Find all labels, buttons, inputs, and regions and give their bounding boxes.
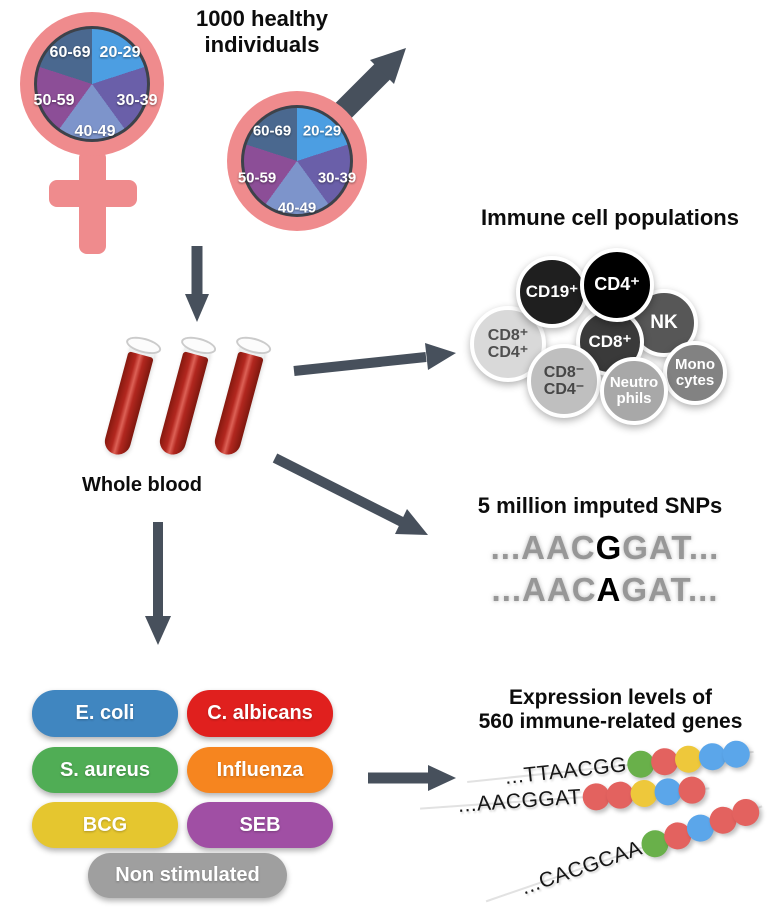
stimulus-bcg: BCG (32, 802, 178, 848)
blood-fill (211, 351, 264, 458)
snp-seq-pre: ...AAC (490, 529, 596, 566)
expression-dot-red (677, 775, 706, 805)
age-slice-label: 40-49 (74, 123, 116, 140)
cell-cd19pos: CD19⁺ (516, 256, 588, 328)
stimulus-s-aureus: S. aureus (32, 747, 178, 793)
cohort-title-line1: 1000 healthy (195, 6, 329, 31)
snp-seq-pre: ...AAC (491, 571, 597, 608)
stimulus-non-stimulated: Non stimulated (88, 853, 287, 898)
stimulus-label: C. albicans (207, 702, 313, 724)
age-slice-label: 50-59 (237, 169, 277, 187)
blood-fill (156, 351, 209, 458)
cell-cd8neg-cd4neg: CD8⁻ CD4⁻ (527, 344, 601, 418)
cohort-title: 1000 healthy individuals (162, 6, 362, 58)
cell-label: CD4⁻ (543, 381, 585, 398)
expression-heading-line2: 560 immune-related genes (478, 710, 743, 733)
arrow-blood-to-cells (293, 343, 456, 376)
male-symbol-icon: 20-29 30-39 40-49 50-59 60-69 (227, 91, 367, 231)
cell-label: CD8⁻ (543, 363, 585, 381)
cell-cd4pos: CD4⁺ (580, 248, 654, 322)
cell-label: phils (616, 390, 652, 407)
blood-fill (101, 351, 154, 458)
age-slice-label: 20-29 (99, 44, 141, 61)
age-slice-label: 50-59 (33, 92, 75, 109)
snp-sequence-1: ...AACGGAT... (440, 529, 770, 567)
blood-tube-icon (156, 342, 212, 458)
stimulus-label: SEB (239, 813, 281, 836)
cell-label: NK (650, 311, 678, 333)
age-slice-label: 60-69 (252, 122, 292, 140)
immune-cells-heading: Immune cell populations (481, 205, 739, 230)
expression-heading: Expression levels of 560 immune-related … (450, 686, 771, 734)
cell-label: Neutro (609, 373, 659, 391)
stimulus-label: E. coli (75, 702, 135, 724)
snp-variant-allele: A (596, 571, 622, 608)
female-age-pie-chart (37, 29, 147, 139)
blood-tube-icon (211, 342, 267, 458)
stimulus-label: Non stimulated (115, 864, 260, 886)
female-symbol-icon: 20-29 30-39 40-49 50-59 60-69 (20, 12, 200, 262)
blood-tube-icon (101, 342, 157, 458)
arrow-stimuli-to-expression (368, 765, 456, 791)
cell-neutrophils: Neutro phils (600, 357, 668, 425)
cell-label: cytes (675, 372, 715, 389)
male-age-pie-chart (244, 108, 350, 214)
age-slice-label: 40-49 (277, 199, 317, 217)
cohort-title-line2: individuals (204, 32, 320, 57)
cell-label: CD8⁺ (588, 331, 632, 351)
stimulus-e-coli: E. coli (32, 690, 178, 737)
expression-dot-blue (721, 738, 752, 769)
age-slice-label: 20-29 (302, 122, 342, 140)
expression-dots (626, 738, 752, 779)
snp-seq-post: GAT... (622, 529, 720, 566)
cell-label: CD19⁺ (525, 281, 579, 301)
cell-label: CD8⁺ (487, 326, 529, 344)
whole-blood-label: Whole blood (82, 474, 202, 496)
cell-label: CD4⁺ (487, 344, 529, 361)
age-slice-label: 30-39 (317, 169, 357, 187)
stimulus-label: S. aureus (59, 758, 151, 781)
arrow-individuals-to-blood (185, 246, 209, 322)
cell-label: Mono (675, 355, 715, 373)
female-cross-horizontal (49, 180, 137, 207)
stimulus-c-albicans: C. albicans (187, 690, 333, 737)
stimulus-seb: SEB (187, 802, 333, 848)
stimulus-influenza: Influenza (187, 747, 333, 793)
arrow-blood-to-snps (272, 453, 428, 535)
age-slice-label: 60-69 (49, 44, 91, 61)
snp-variant-allele: G (595, 529, 623, 566)
age-slice-label: 30-39 (116, 92, 158, 109)
cell-monocytes: Mono cytes (663, 341, 727, 405)
stimulus-label: Influenza (216, 758, 304, 781)
gene-sequence: ...CACGCAA (518, 836, 646, 900)
arrow-blood-to-stimuli (145, 522, 171, 645)
snps-heading: 5 million imputed SNPs (477, 493, 723, 518)
snp-seq-post: GAT... (621, 571, 719, 608)
stimulus-label: BCG (82, 813, 128, 836)
expression-heading-line1: Expression levels of (508, 686, 713, 709)
snp-sequence-2: ...AACAGAT... (440, 571, 770, 609)
cell-label: CD4⁺ (594, 274, 640, 295)
gene-sequence: ...AACGGAT (457, 785, 583, 817)
